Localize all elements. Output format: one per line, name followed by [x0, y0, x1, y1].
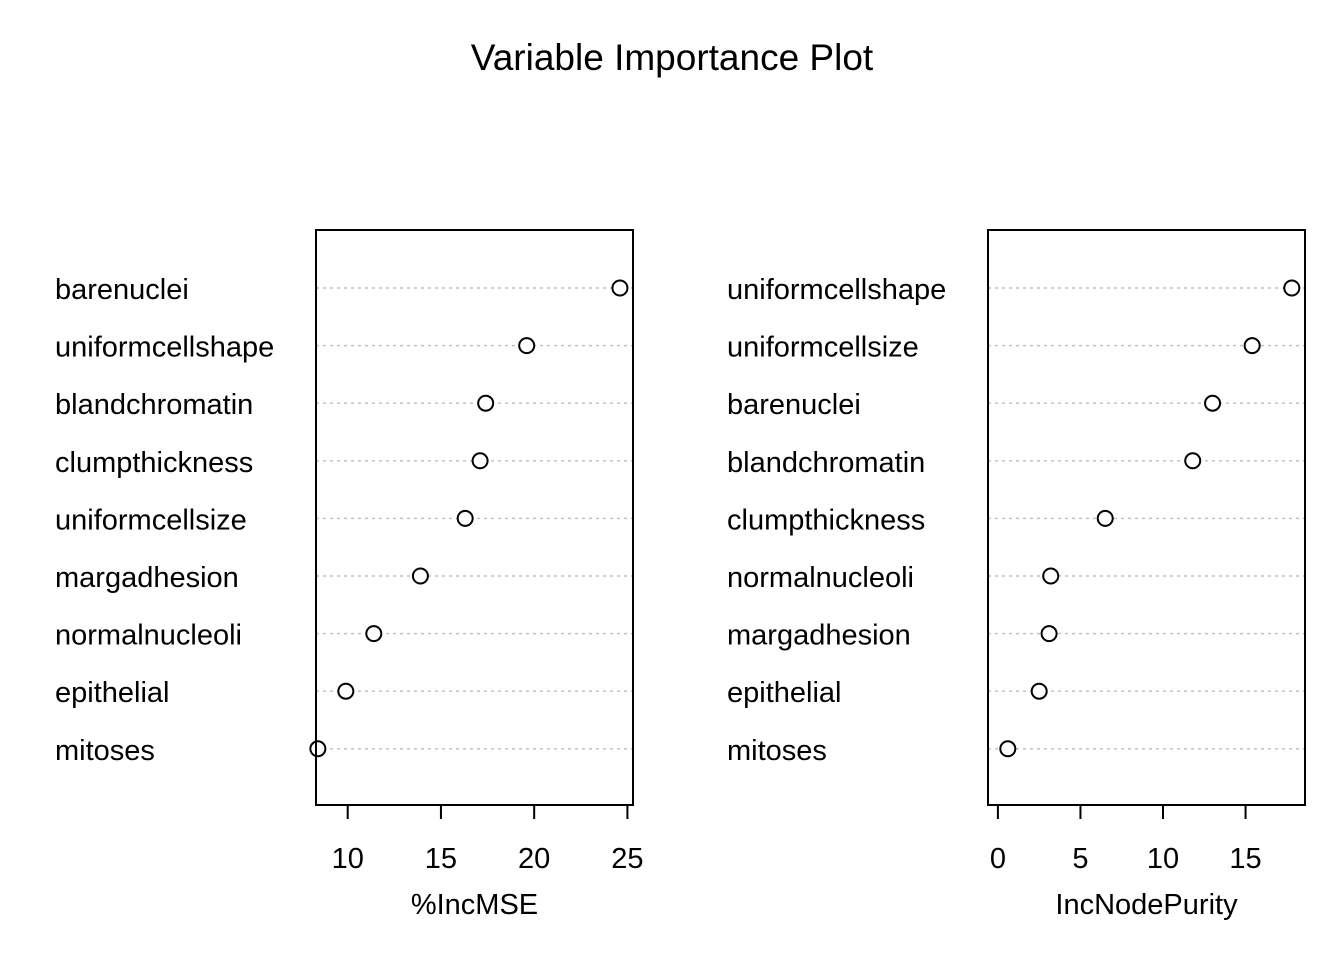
x-tick-label: 15 — [1229, 843, 1261, 875]
category-label: margadhesion — [55, 562, 239, 594]
panel-1-row: normalnucleoli — [55, 620, 633, 652]
plot-frame — [987, 229, 1306, 806]
x-tick-label: 25 — [611, 843, 643, 875]
panel-2: uniformcellshape uniformcellsize barenucle… — [727, 229, 1306, 921]
category-label: mitoses — [55, 735, 155, 767]
category-label: epithelial — [55, 677, 169, 709]
data-point — [1184, 452, 1202, 470]
data-point — [309, 740, 327, 758]
panel-1: barenuclei uniformcellshape blandchromatin… — [55, 229, 644, 921]
panel-1-row: mitoses — [55, 735, 633, 767]
chart-title: Variable Importance Plot — [471, 37, 874, 78]
x-tick-label: 10 — [1147, 843, 1179, 875]
data-point — [337, 682, 355, 700]
data-point — [1243, 337, 1261, 355]
category-label: epithelial — [727, 677, 841, 709]
panel-2-row: epithelial — [727, 677, 1305, 709]
data-point — [456, 509, 474, 527]
panel-2-row: barenuclei — [727, 389, 1305, 421]
data-point — [1096, 509, 1114, 527]
category-label: mitoses — [727, 735, 827, 767]
category-label: uniformcellshape — [727, 274, 946, 306]
panel-2-row: clumpthickness — [727, 504, 1305, 536]
data-point — [1204, 394, 1222, 412]
panel-2-row: mitoses — [727, 735, 1305, 767]
category-label: uniformcellsize — [55, 504, 247, 536]
panel-2-row: blandchromatin — [727, 447, 1305, 479]
x-tick-label: 0 — [990, 843, 1006, 875]
panel-2-row: uniformcellshape — [727, 274, 1305, 306]
data-point — [999, 740, 1017, 758]
data-point — [518, 337, 536, 355]
category-label: blandchromatin — [727, 447, 925, 479]
category-label: margadhesion — [727, 620, 911, 652]
category-label: barenuclei — [727, 389, 861, 421]
data-point — [411, 567, 429, 585]
data-point — [471, 452, 489, 470]
x-axis-label: %IncMSE — [411, 889, 538, 921]
x-axis-label: IncNodePurity — [1055, 889, 1238, 921]
plot-frame — [315, 229, 634, 806]
x-tick-label: 20 — [518, 843, 550, 875]
panel-1-row: epithelial — [55, 677, 633, 709]
category-label: normalnucleoli — [727, 562, 914, 594]
category-label: blandchromatin — [55, 389, 253, 421]
panel-1-row: clumpthickness — [55, 447, 633, 479]
panel-1-row: margadhesion — [55, 562, 633, 594]
panel-1-row: blandchromatin — [55, 389, 633, 421]
data-point — [1030, 682, 1048, 700]
panel-1-row: barenuclei — [55, 274, 633, 306]
category-label: clumpthickness — [727, 504, 925, 536]
x-tick-label: 5 — [1072, 843, 1088, 875]
x-tick-label: 15 — [425, 843, 457, 875]
category-label: uniformcellshape — [55, 332, 274, 364]
data-point — [1042, 567, 1060, 585]
data-point — [477, 394, 495, 412]
category-label: barenuclei — [55, 274, 189, 306]
panel-1-row: uniformcellshape — [55, 332, 633, 364]
panel-1-row: uniformcellsize — [55, 504, 633, 536]
category-label: uniformcellsize — [727, 332, 919, 364]
category-label: normalnucleoli — [55, 620, 242, 652]
category-label: clumpthickness — [55, 447, 253, 479]
data-point — [365, 625, 383, 643]
data-point — [611, 279, 629, 297]
panel-2-row: margadhesion — [727, 620, 1305, 652]
x-tick-label: 10 — [332, 843, 364, 875]
panel-2-row: normalnucleoli — [727, 562, 1305, 594]
data-point — [1040, 625, 1058, 643]
data-point — [1283, 279, 1301, 297]
panel-2-row: uniformcellsize — [727, 332, 1305, 364]
